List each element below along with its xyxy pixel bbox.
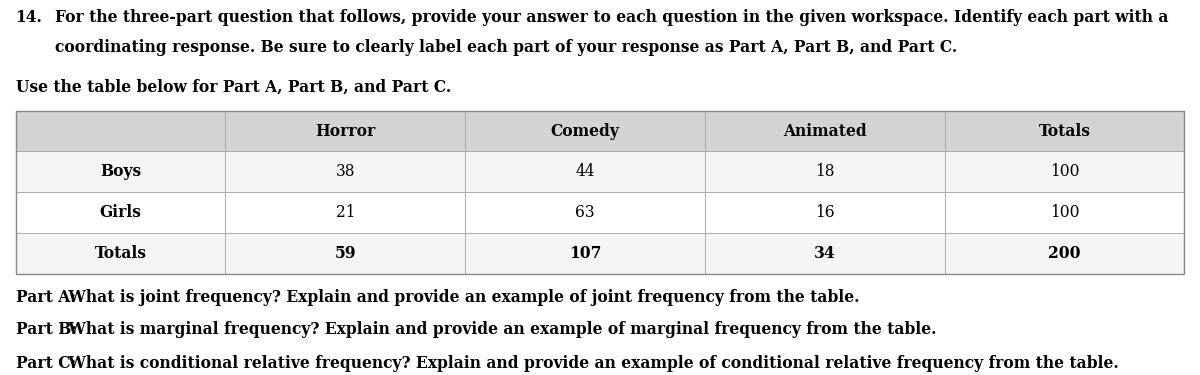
Bar <box>16 111 226 152</box>
Text: Part A:: Part A: <box>16 289 76 306</box>
Text: 100: 100 <box>1050 163 1079 180</box>
Bar <box>16 192 226 233</box>
Text: For the three-part question that follows, provide your answer to each question i: For the three-part question that follows… <box>55 9 1169 26</box>
Text: What is joint frequency? Explain and provide an example of joint frequency from : What is joint frequency? Explain and pro… <box>62 289 859 306</box>
Text: 63: 63 <box>575 204 595 221</box>
Text: What is marginal frequency? Explain and provide an example of marginal frequency: What is marginal frequency? Explain and … <box>62 321 936 338</box>
Text: 16: 16 <box>815 204 834 221</box>
Text: 44: 44 <box>575 163 595 180</box>
Text: Use the table below for Part A, Part B, and Part C.: Use the table below for Part A, Part B, … <box>16 79 451 96</box>
Text: 18: 18 <box>815 163 834 180</box>
Bar <box>704 152 944 192</box>
Bar <box>944 152 1184 192</box>
Text: 107: 107 <box>569 245 601 262</box>
Text: 59: 59 <box>335 245 356 262</box>
Text: Animated: Animated <box>782 123 866 140</box>
Bar <box>16 111 1184 274</box>
Text: Comedy: Comedy <box>551 123 619 140</box>
Text: Boys: Boys <box>100 163 142 180</box>
Text: Part B:: Part B: <box>16 321 77 338</box>
Bar <box>466 192 704 233</box>
Bar <box>704 111 944 152</box>
Text: 38: 38 <box>336 163 355 180</box>
Text: 100: 100 <box>1050 204 1079 221</box>
Text: 14.: 14. <box>16 9 42 26</box>
Bar <box>226 233 466 274</box>
Bar <box>226 192 466 233</box>
Bar <box>226 152 466 192</box>
Bar <box>466 152 704 192</box>
Text: What is conditional relative frequency? Explain and provide an example of condit: What is conditional relative frequency? … <box>62 356 1118 372</box>
Bar <box>944 192 1184 233</box>
Bar <box>704 192 944 233</box>
Text: coordinating response. Be sure to clearly label each part of your response as Pa: coordinating response. Be sure to clearl… <box>55 39 958 56</box>
Text: Horror: Horror <box>316 123 376 140</box>
Text: Totals: Totals <box>95 245 146 262</box>
Text: Girls: Girls <box>100 204 142 221</box>
Bar <box>16 152 226 192</box>
Bar <box>16 233 226 274</box>
Text: Part C:: Part C: <box>16 356 76 372</box>
Text: 34: 34 <box>814 245 835 262</box>
Text: 200: 200 <box>1049 245 1081 262</box>
Bar <box>226 111 466 152</box>
Bar <box>466 233 704 274</box>
Bar <box>704 233 944 274</box>
Text: Totals: Totals <box>1038 123 1091 140</box>
Bar <box>466 111 704 152</box>
Text: 21: 21 <box>336 204 355 221</box>
Bar <box>944 111 1184 152</box>
Bar <box>944 233 1184 274</box>
